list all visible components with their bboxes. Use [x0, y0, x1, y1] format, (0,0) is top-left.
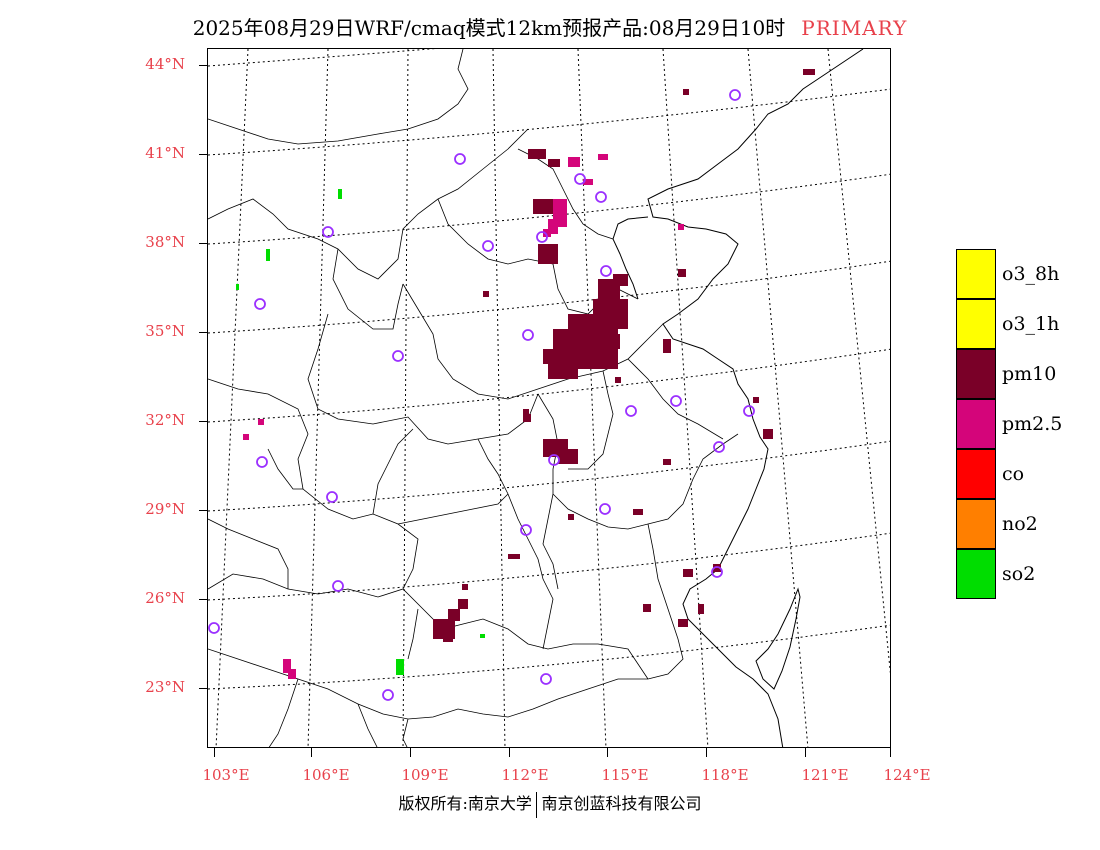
- pm25-cells: [243, 154, 684, 679]
- lat-tick: [199, 510, 208, 511]
- lat-label-35: 35°N: [145, 322, 185, 340]
- legend-label: so2: [1002, 563, 1036, 585]
- coastline: [647, 49, 864, 747]
- legend-label: pm10: [1002, 363, 1057, 385]
- map-title: 2025年08月29日WRF/cmaq模式12km预报产品:08月29日10时 P…: [0, 12, 1100, 41]
- map-frame: [207, 48, 891, 748]
- station-markers: [208, 89, 755, 701]
- copyright-owner: 版权所有:南京大学: [398, 794, 532, 813]
- lat-label-41: 41°N: [145, 144, 185, 162]
- lon-label-106: 106°E: [302, 766, 350, 784]
- lat-tick: [199, 688, 208, 689]
- graticule-latitude: [208, 49, 890, 690]
- lat-tick: [199, 421, 208, 422]
- lon-label-124: 124°E: [883, 766, 931, 784]
- primary-tag: PRIMARY: [801, 16, 908, 40]
- lat-tick: [199, 243, 208, 244]
- lon-tick: [410, 748, 411, 757]
- legend-swatch: [956, 549, 996, 599]
- lat-label-29: 29°N: [145, 500, 185, 518]
- lat-tick: [199, 65, 208, 66]
- copyright-company: 南京创蓝科技有限公司: [541, 794, 702, 813]
- lat-label-23: 23°N: [145, 678, 185, 696]
- lat-label-32: 32°N: [145, 411, 185, 429]
- lat-tick: [199, 154, 208, 155]
- graticule-longitude: [215, 49, 890, 747]
- legend-swatch: [956, 399, 996, 449]
- lon-tick: [509, 748, 510, 757]
- province-boundaries: [208, 49, 739, 747]
- so2-cells: [236, 189, 485, 675]
- lon-tick: [214, 748, 215, 757]
- lon-tick: [890, 748, 891, 757]
- footer-separator: [535, 791, 538, 818]
- copyright-footer: 版权所有:南京大学 南京创蓝科技有限公司: [0, 790, 1100, 818]
- lon-label-112: 112°E: [501, 766, 549, 784]
- lat-tick: [199, 599, 208, 600]
- legend-swatch: [956, 349, 996, 399]
- lon-label-121: 121°E: [801, 766, 849, 784]
- lat-tick: [199, 332, 208, 333]
- lat-label-26: 26°N: [145, 589, 185, 607]
- legend-swatch: [956, 299, 996, 349]
- lon-label-118: 118°E: [701, 766, 749, 784]
- pm10-cells: [433, 69, 815, 642]
- lon-tick: [311, 748, 312, 757]
- lon-label-109: 109°E: [401, 766, 449, 784]
- lat-label-38: 38°N: [145, 233, 185, 251]
- legend-swatch: [956, 249, 996, 299]
- legend-label: no2: [1002, 513, 1038, 535]
- lon-tick: [706, 748, 707, 757]
- title-text: 2025年08月29日WRF/cmaq模式12km预报产品:08月29日10时: [192, 16, 786, 40]
- lon-label-115: 115°E: [601, 766, 649, 784]
- lat-label-44: 44°N: [145, 55, 185, 73]
- legend-label: pm2.5: [1002, 413, 1063, 435]
- legend-label: co: [1002, 463, 1025, 485]
- lon-tick: [607, 748, 608, 757]
- legend-swatch: [956, 499, 996, 549]
- legend-label: o3_1h: [1002, 313, 1060, 335]
- legend-label: o3_8h: [1002, 263, 1060, 285]
- island-outline: [755, 587, 801, 690]
- bohai-coast: [612, 216, 649, 300]
- lon-label-103: 103°E: [202, 766, 250, 784]
- map-canvas: [208, 49, 890, 747]
- legend-swatch: [956, 449, 996, 499]
- lon-tick: [805, 748, 806, 757]
